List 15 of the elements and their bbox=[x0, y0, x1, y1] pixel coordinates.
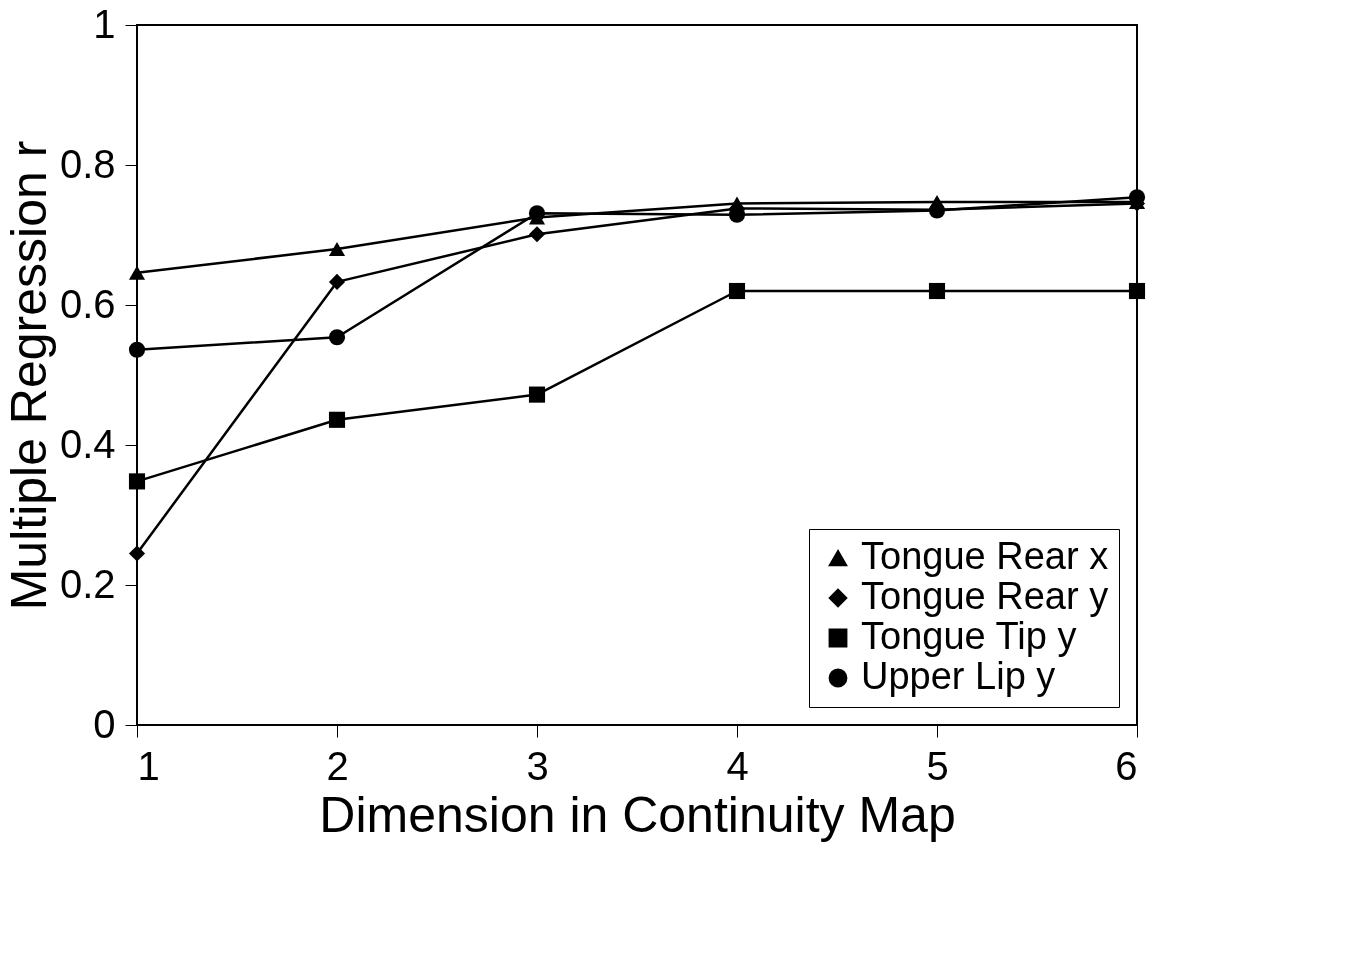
x-tick-label: 3 bbox=[526, 743, 549, 788]
y-tick-label: 0.4 bbox=[59, 421, 116, 466]
y-tick-label: 0.2 bbox=[59, 561, 116, 606]
x-tick-label: 5 bbox=[926, 743, 949, 788]
x-tick-label: 2 bbox=[326, 743, 349, 788]
y-axis-title: Multiple Regression r bbox=[0, 140, 57, 611]
x-tick-label: 4 bbox=[726, 743, 749, 788]
y-tick-label: 0.6 bbox=[59, 281, 116, 326]
x-tick-label: 6 bbox=[1115, 743, 1138, 788]
legend-label: Tongue Rear x bbox=[861, 535, 1109, 577]
x-tick-label: 1 bbox=[137, 743, 160, 788]
y-tick-label: 0 bbox=[93, 701, 116, 746]
x-axis-title: Dimension in Continuity Map bbox=[319, 786, 956, 843]
y-tick-label: 0.8 bbox=[59, 141, 116, 186]
y-tick-label: 1 bbox=[93, 1, 116, 46]
